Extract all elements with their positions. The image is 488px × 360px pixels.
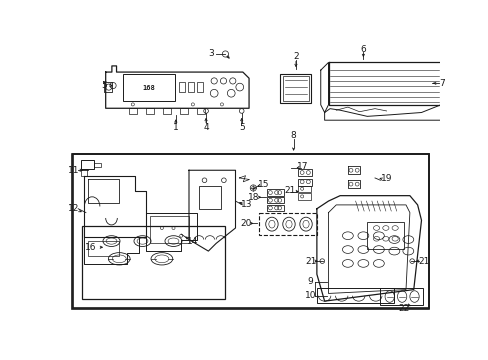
Text: 15: 15 xyxy=(257,180,268,189)
Text: 8: 8 xyxy=(290,131,296,140)
Bar xyxy=(298,193,310,199)
Text: 16: 16 xyxy=(84,243,96,252)
Bar xyxy=(150,216,189,243)
Text: 21: 21 xyxy=(305,257,316,266)
Bar xyxy=(94,163,101,167)
Bar xyxy=(267,197,284,203)
Bar xyxy=(316,288,393,303)
Text: 9: 9 xyxy=(307,278,313,287)
Bar xyxy=(258,213,316,235)
Bar xyxy=(280,74,311,103)
Text: 18: 18 xyxy=(247,193,259,202)
Bar xyxy=(197,82,203,93)
Bar xyxy=(187,82,194,93)
Text: 7: 7 xyxy=(438,79,444,88)
Bar xyxy=(81,170,86,176)
Bar xyxy=(180,108,187,114)
Text: 17: 17 xyxy=(297,162,308,171)
Text: 20: 20 xyxy=(240,219,251,228)
Text: 11: 11 xyxy=(68,166,79,175)
Bar xyxy=(146,108,153,114)
Text: 168: 168 xyxy=(142,85,155,91)
Bar xyxy=(178,82,184,93)
Bar xyxy=(380,288,422,305)
Text: 13: 13 xyxy=(241,201,252,210)
Bar xyxy=(298,186,310,192)
Text: 21: 21 xyxy=(284,186,296,195)
Text: 6: 6 xyxy=(360,45,366,54)
Text: 12: 12 xyxy=(68,204,79,213)
Text: 19: 19 xyxy=(380,174,391,183)
Bar xyxy=(129,108,137,114)
Text: 5: 5 xyxy=(238,123,244,132)
Text: 5: 5 xyxy=(101,81,106,90)
Bar xyxy=(82,226,225,299)
Bar xyxy=(267,189,284,195)
Bar xyxy=(366,222,404,249)
Text: 10: 10 xyxy=(305,291,316,300)
Text: 21: 21 xyxy=(417,257,428,266)
Bar xyxy=(122,73,175,100)
Bar xyxy=(298,179,311,186)
Text: 2: 2 xyxy=(292,52,298,61)
Bar xyxy=(267,205,284,211)
Bar xyxy=(197,108,204,114)
Bar xyxy=(163,108,170,114)
Bar xyxy=(72,154,428,309)
Bar xyxy=(88,241,119,256)
Text: 3: 3 xyxy=(208,49,214,58)
Bar xyxy=(199,186,220,209)
Bar xyxy=(298,170,311,176)
Text: 22: 22 xyxy=(398,304,409,313)
Text: 14: 14 xyxy=(187,237,198,246)
Bar xyxy=(282,76,308,101)
Bar xyxy=(81,160,94,170)
Bar xyxy=(73,154,428,308)
Text: 4: 4 xyxy=(203,123,208,132)
Text: 1: 1 xyxy=(173,123,178,132)
